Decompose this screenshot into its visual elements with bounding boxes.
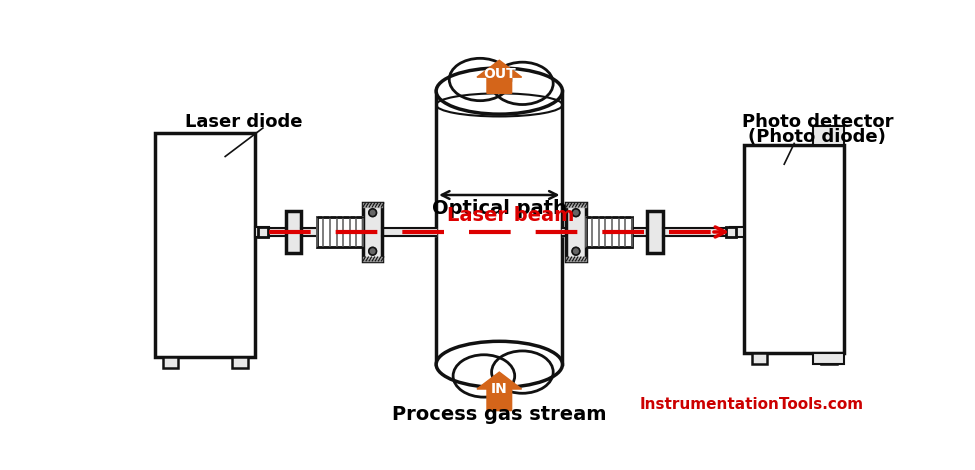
Circle shape [369, 209, 376, 217]
Bar [255, 227, 269, 237]
Polygon shape [436, 91, 563, 364]
Text: OUT: OUT [483, 68, 516, 81]
Bar [725, 227, 736, 237]
Text: IN: IN [491, 382, 508, 396]
Bar [566, 203, 586, 261]
Bar [257, 227, 268, 237]
Circle shape [369, 247, 376, 255]
Ellipse shape [436, 68, 563, 114]
Text: (Photo diode): (Photo diode) [749, 128, 886, 146]
Circle shape [572, 209, 580, 217]
FancyArrow shape [477, 372, 522, 411]
Bar [813, 125, 844, 145]
Bar [744, 145, 844, 353]
Text: InstrumentationTools.com: InstrumentationTools.com [640, 397, 864, 412]
Bar [317, 217, 363, 247]
Text: Laser beam: Laser beam [448, 205, 574, 225]
Text: Optical path: Optical path [432, 199, 566, 219]
Bar [821, 353, 837, 364]
Bar [813, 353, 844, 364]
Bar [752, 353, 767, 364]
Text: Process gas stream: Process gas stream [392, 405, 606, 424]
Bar [730, 227, 744, 237]
Bar [155, 133, 255, 357]
Bar [586, 217, 632, 247]
Bar [232, 357, 248, 368]
Bar [286, 211, 301, 253]
Text: Photo detector: Photo detector [742, 113, 893, 131]
Bar [163, 357, 178, 368]
Bar [647, 211, 663, 253]
Ellipse shape [436, 341, 563, 387]
Text: Laser diode: Laser diode [185, 113, 302, 131]
Circle shape [572, 247, 580, 255]
FancyArrow shape [477, 60, 522, 94]
Bar [363, 203, 382, 261]
